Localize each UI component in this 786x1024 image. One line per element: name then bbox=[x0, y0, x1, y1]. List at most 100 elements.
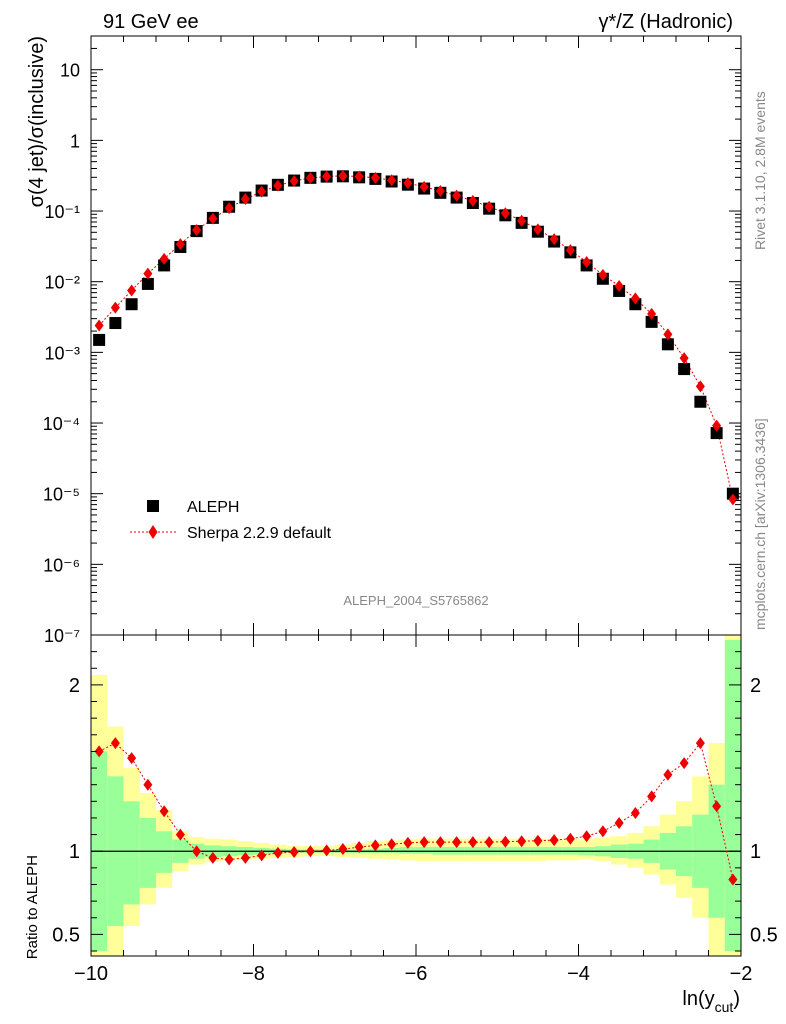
mc-point-sherpa bbox=[500, 207, 510, 220]
mc-point-sherpa bbox=[175, 238, 185, 251]
mc-point-sherpa bbox=[712, 419, 722, 432]
ratio-point-sherpa bbox=[452, 836, 462, 849]
data-point-aleph bbox=[661, 338, 674, 351]
ratio-point-sherpa bbox=[257, 849, 267, 862]
legend-label-sherpa: Sherpa 2.2.9 default bbox=[187, 525, 332, 542]
ratio-point-sherpa bbox=[322, 844, 332, 857]
ratio-point-sherpa bbox=[159, 805, 169, 818]
mc-point-sherpa bbox=[370, 171, 380, 184]
ratio-point-sherpa bbox=[712, 800, 722, 813]
mc-point-sherpa bbox=[322, 170, 332, 183]
mc-point-sherpa bbox=[647, 307, 657, 320]
mc-point-sherpa bbox=[257, 185, 267, 198]
mc-point-sherpa bbox=[484, 200, 494, 213]
ratio-point-sherpa bbox=[549, 834, 559, 847]
data-point-aleph bbox=[93, 333, 106, 346]
y-tick-label-main: 10⁻³ bbox=[44, 343, 80, 363]
ratio-point-sherpa bbox=[338, 843, 348, 856]
ratio-point-sherpa bbox=[110, 737, 120, 750]
ratio-uncertainty-bands bbox=[91, 635, 741, 956]
ratio-point-sherpa bbox=[679, 757, 689, 770]
mc-point-sherpa bbox=[224, 202, 234, 215]
ratio-point-sherpa bbox=[484, 836, 494, 849]
ratio-point-sherpa bbox=[240, 851, 250, 864]
mc-line bbox=[98, 175, 734, 500]
x-tick-label: −2 bbox=[730, 963, 753, 985]
analysis-tag: ALEPH_2004_S5765862 bbox=[343, 593, 488, 608]
rivet-label: Rivet 3.1.10, 2.8M events bbox=[752, 91, 768, 250]
ratio-point-sherpa bbox=[387, 838, 397, 851]
ratio-mc-line bbox=[98, 742, 734, 880]
main-frame bbox=[90, 35, 742, 636]
mcplots-label: mcplots.cern.ch [arXiv:1306.3436] bbox=[752, 418, 768, 630]
axes: −10 −8 −6 −4 −2 10⁻⁷ 10⁻⁶ 10⁻⁵ 10⁻⁴ 10⁻³ 10⁻² 10⁻¹ 1… bbox=[43, 35, 778, 985]
main-ylabel: σ(4 jet)/σ(inclusive) bbox=[26, 36, 48, 207]
ratio-point-sherpa bbox=[127, 752, 137, 765]
data-point-aleph bbox=[141, 277, 154, 290]
legend-label-aleph: ALEPH bbox=[187, 499, 239, 516]
ratio-ylabel: Ratio to ALEPH bbox=[24, 855, 41, 959]
y-tick-label-main: 10⁻⁶ bbox=[43, 555, 80, 575]
band-inner-bin bbox=[416, 847, 433, 854]
band-inner-bin bbox=[724, 639, 741, 952]
legend-marker-sherpa bbox=[148, 525, 158, 539]
y-tick-label-main: 10⁻⁷ bbox=[44, 626, 80, 646]
data-point-aleph bbox=[645, 315, 658, 328]
ratio-point-sherpa bbox=[224, 853, 234, 866]
mc-point-sherpa bbox=[549, 233, 559, 246]
ratio-frame bbox=[90, 634, 742, 957]
legend-marker-aleph bbox=[147, 500, 159, 512]
ratio-point-sherpa bbox=[143, 778, 153, 791]
band-inner-bin bbox=[156, 831, 173, 873]
ratio-point-sherpa bbox=[273, 846, 283, 859]
ratio-point-sherpa bbox=[354, 841, 364, 854]
y-tick-label-main: 10 bbox=[60, 61, 80, 81]
mc-point-sherpa bbox=[419, 180, 429, 193]
header-right: γ*/Z (Hadronic) bbox=[599, 11, 733, 33]
mc-point-sherpa bbox=[517, 214, 527, 227]
mc-point-sherpa bbox=[679, 352, 689, 365]
ratio-point-sherpa bbox=[500, 835, 510, 848]
mc-point-sherpa bbox=[289, 175, 299, 188]
mc-point-sherpa bbox=[582, 255, 592, 268]
ratio-point-sherpa bbox=[728, 873, 738, 886]
x-tick-label: −8 bbox=[242, 963, 265, 985]
mc-point-sherpa bbox=[94, 319, 104, 332]
mc-point-sherpa bbox=[614, 279, 624, 292]
mc-point-sherpa bbox=[305, 172, 315, 185]
mc-point-sherpa bbox=[338, 169, 348, 182]
y-tick-label-ratio-left: 0.5 bbox=[52, 924, 80, 946]
ratio-point-sherpa bbox=[175, 828, 185, 841]
mc-point-sherpa bbox=[565, 244, 575, 257]
ratio-point-sherpa bbox=[192, 845, 202, 858]
y-tick-label-main: 10⁻² bbox=[44, 273, 80, 293]
mc-point-sherpa bbox=[435, 185, 445, 198]
mc-point-sherpa bbox=[354, 170, 364, 183]
y-tick-label-ratio-right: 2 bbox=[750, 675, 761, 697]
ratio-point-sherpa bbox=[289, 846, 299, 859]
ratio-point-sherpa bbox=[614, 816, 624, 829]
mc-point-sherpa bbox=[728, 493, 738, 506]
header-left: 91 GeV ee bbox=[103, 11, 199, 33]
data-point-aleph bbox=[158, 259, 171, 272]
ratio-point-sherpa bbox=[695, 737, 705, 750]
x-tick-label: −10 bbox=[74, 963, 108, 985]
ratio-point-sherpa bbox=[208, 851, 218, 864]
ratio-plot-area bbox=[91, 737, 741, 886]
mc-point-sherpa bbox=[695, 380, 705, 393]
band-inner-bin bbox=[383, 847, 400, 853]
mc-point-sherpa bbox=[403, 177, 413, 190]
legend: ALEPH Sherpa 2.2.9 default bbox=[130, 499, 332, 542]
y-tick-label-ratio-left: 1 bbox=[69, 841, 80, 863]
data-point-aleph bbox=[710, 427, 723, 440]
mc-point-sherpa bbox=[208, 212, 218, 225]
data-point-aleph bbox=[678, 363, 691, 376]
mc-point-sherpa bbox=[663, 328, 673, 341]
x-axis-title: ln(ycut) bbox=[682, 988, 740, 1015]
ratio-point-sherpa bbox=[582, 830, 592, 843]
band-inner-bin bbox=[139, 817, 156, 888]
x-tick-label: −4 bbox=[567, 963, 590, 985]
mc-point-sherpa bbox=[159, 252, 169, 265]
x-tick-label: −6 bbox=[405, 963, 428, 985]
data-point-aleph bbox=[694, 395, 707, 408]
